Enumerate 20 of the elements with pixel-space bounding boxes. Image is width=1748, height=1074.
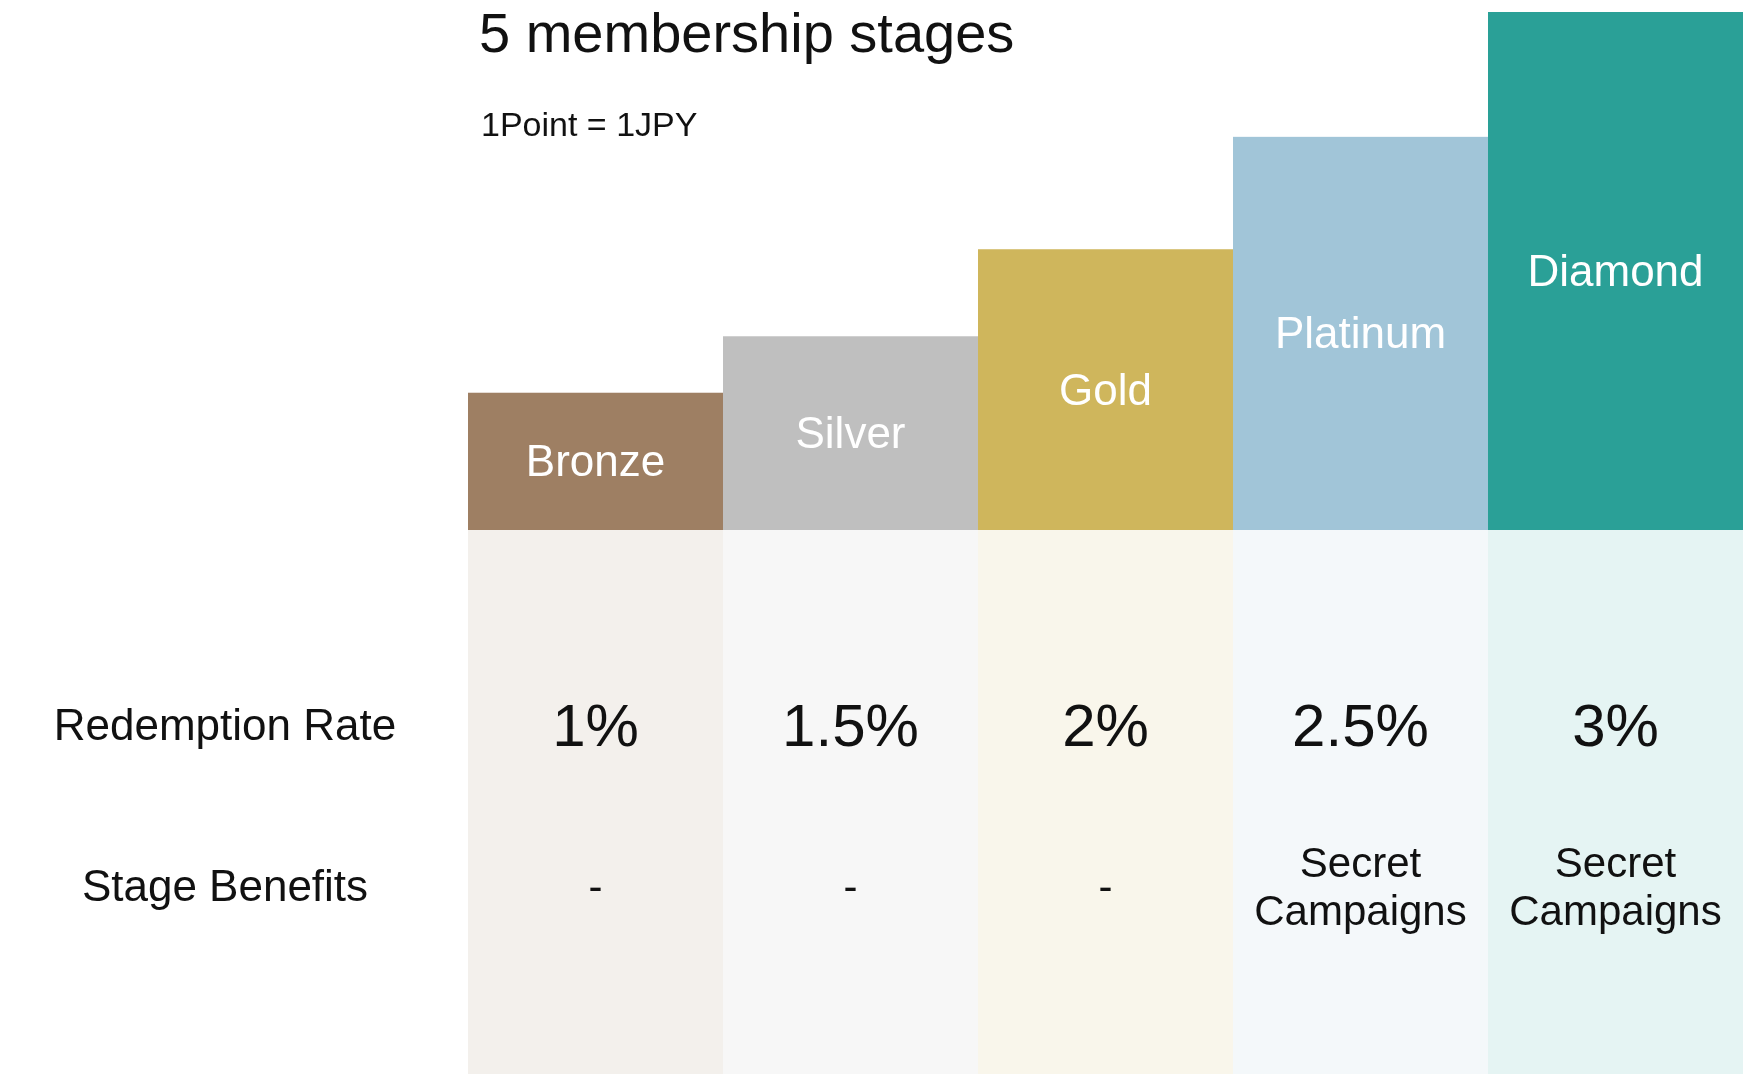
- text: 2%: [1062, 692, 1149, 759]
- text: Redemption Rate: [53, 700, 397, 749]
- text: -: [843, 862, 858, 910]
- bar: [468, 392, 723, 530]
- x-tick-label: Silver: [795, 408, 906, 458]
- text: 3%: [1572, 692, 1659, 759]
- x-tick-label: Diamond: [1527, 246, 1704, 295]
- text: Secret Campaigns: [1509, 838, 1722, 934]
- x-tick-label: Bronze: [525, 436, 666, 486]
- x-tick-label: Platinum: [1274, 308, 1447, 358]
- text: -: [588, 862, 603, 910]
- text: 1%: [552, 692, 639, 759]
- text: 1.5%: [782, 692, 919, 759]
- text: Stage Benefits: [81, 861, 369, 910]
- text: 1Point = 1JPY: [481, 105, 698, 143]
- text: -: [1098, 862, 1113, 910]
- text: 2.5%: [1292, 692, 1429, 759]
- text: Secret Campaigns: [1254, 838, 1467, 934]
- x-tick-label: Gold: [1059, 364, 1152, 414]
- chart-title: 5 membership stages: [479, 1, 1015, 64]
